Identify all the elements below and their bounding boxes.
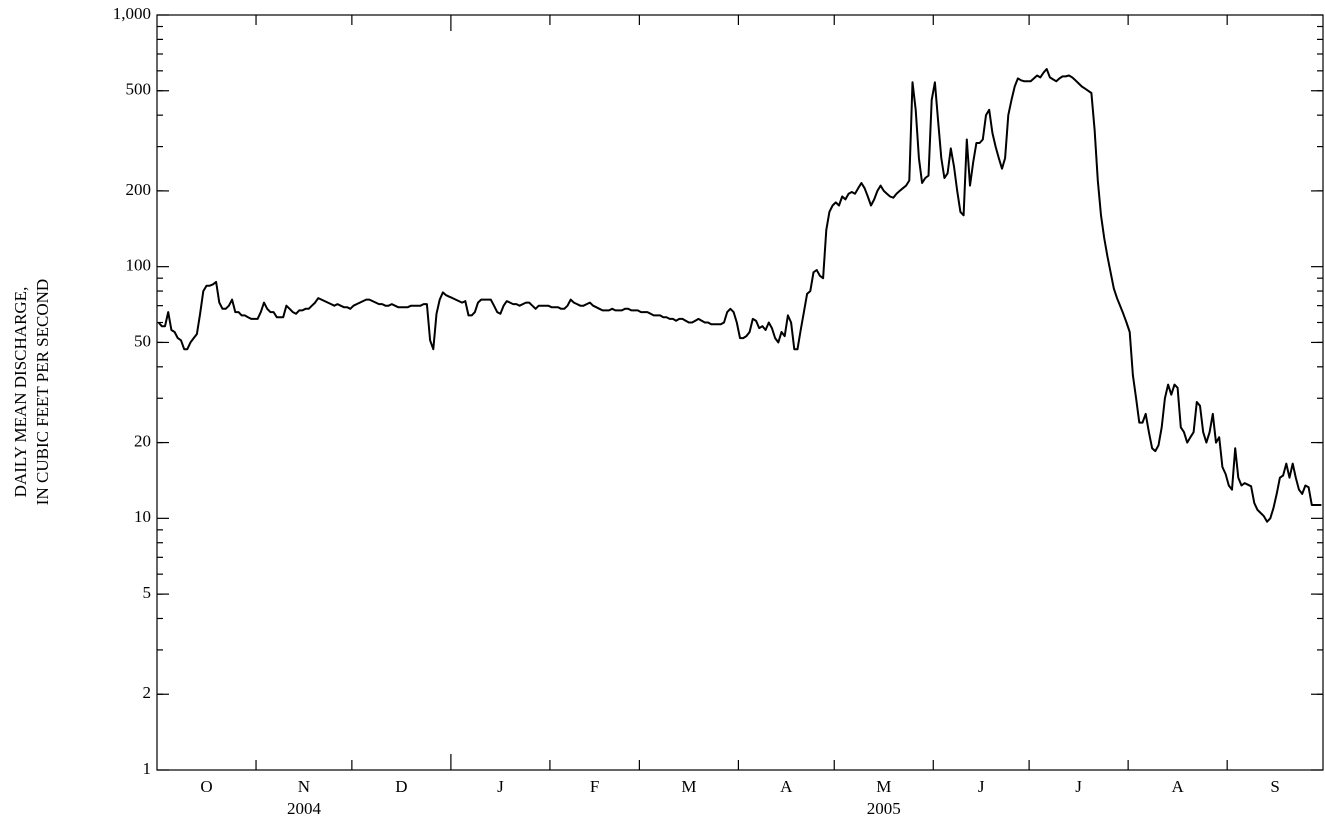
y-tick-label: 20 [134, 431, 151, 450]
x-tick-label: D [395, 777, 407, 796]
y-axis-label: IN CUBIC FEET PER SECOND [33, 279, 52, 505]
y-tick-label: 5 [143, 583, 152, 602]
y-axis-label: DAILY MEAN DISCHARGE, [11, 287, 30, 498]
x-tick-label: J [497, 777, 504, 796]
x-tick-label: J [978, 777, 985, 796]
plot-frame [156, 14, 1324, 771]
y-tick-label: 500 [126, 80, 152, 99]
x-tick-label: A [780, 777, 793, 796]
y-tick-label: 50 [134, 331, 151, 350]
x-tick-label: N [298, 777, 310, 796]
x-tick-label: S [1270, 777, 1279, 796]
x-tick-label: O [200, 777, 212, 796]
x-tick-label: M [876, 777, 891, 796]
y-tick-label: 2 [143, 683, 152, 702]
y-tick-label: 200 [126, 180, 152, 199]
y-tick-label: 1 [143, 759, 152, 778]
year-label: 2004 [287, 799, 322, 818]
y-tick-label: 1,000 [113, 4, 151, 23]
x-tick-label: J [1075, 777, 1082, 796]
x-tick-label: F [590, 777, 599, 796]
year-label: 2005 [867, 799, 901, 818]
y-tick-label: 10 [134, 507, 151, 526]
y-tick-label: 100 [126, 256, 152, 275]
x-tick-label: A [1172, 777, 1185, 796]
discharge-line [157, 68, 1322, 523]
x-tick-label: M [681, 777, 696, 796]
